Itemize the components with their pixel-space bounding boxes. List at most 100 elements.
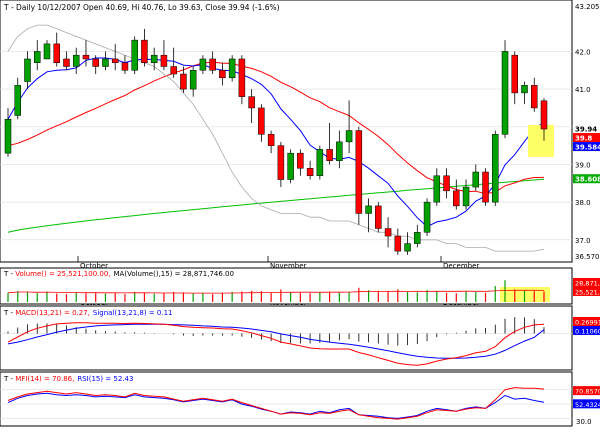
candle-body xyxy=(531,85,538,109)
candle-body xyxy=(24,58,31,82)
price-axis-label: 39.0 xyxy=(575,161,591,169)
price-axis-label: 38.0 xyxy=(575,199,591,207)
mfi-lines xyxy=(7,387,545,420)
price-panel-frame xyxy=(0,0,573,263)
price-tag-bg xyxy=(573,142,600,152)
macd-header-signal: Signal(13,21,8) = 0.11 xyxy=(93,309,173,317)
price-tag-text: 39.5842 xyxy=(575,144,600,152)
volume-panel: T - Volume() = 25,521,100.00, MA(Volume()… xyxy=(0,267,600,305)
month-label: December xyxy=(443,262,479,270)
candle-body xyxy=(189,70,197,90)
candle-body xyxy=(92,58,99,67)
volume-tag-text: 28,871,7 xyxy=(575,280,600,288)
candle-body xyxy=(43,43,51,60)
candle-body xyxy=(53,43,60,63)
mfi-header-rsi: RSI(15) = 52.43 xyxy=(77,375,133,383)
volume-tags: 28,871,725,521,1 xyxy=(573,278,600,297)
macd-line xyxy=(7,322,545,366)
candle-body xyxy=(160,54,168,67)
price-axis-label: 42.0 xyxy=(575,48,591,56)
mfi-tag-text: 70.8570 xyxy=(575,388,600,396)
candle-body xyxy=(121,62,129,71)
price-axis-label: 37.0 xyxy=(575,237,591,245)
macd-tag-bg xyxy=(573,317,600,326)
month-label: October xyxy=(80,262,108,270)
candle-body xyxy=(258,107,265,135)
macd-tag-bg xyxy=(573,326,600,335)
mfi-tag-text: 52.4324 xyxy=(575,401,600,409)
candle-body xyxy=(365,205,372,214)
price-header: T - Daily 10/12/2007 Open 40.69, Hi 40.7… xyxy=(3,3,280,12)
price-tag-text: 39.94 xyxy=(575,126,597,134)
volume-header-volume: Volume() = 25,521,100.00, xyxy=(15,270,110,278)
candle-body xyxy=(355,130,363,214)
candle-body xyxy=(102,58,109,67)
macd-lines xyxy=(7,322,545,366)
price-tag-text: 38.6085 xyxy=(575,176,600,184)
macd-header: T - MACD(13,21) = 0.27, Signal(13,21,8) =… xyxy=(3,309,172,317)
mfi-tag-bg xyxy=(573,399,600,409)
ma-fast-line xyxy=(7,57,545,228)
candle-body xyxy=(287,152,294,180)
macd-tag: 0.269917 xyxy=(573,317,600,327)
candle-body xyxy=(82,54,90,60)
macd-panel-frame xyxy=(0,305,573,371)
macd-histogram xyxy=(7,317,545,346)
candles xyxy=(4,28,548,255)
candle-body xyxy=(501,51,509,135)
mfi-grid xyxy=(0,389,572,419)
candle-body xyxy=(131,39,138,71)
mfi-tags: 70.8570 52.4324 xyxy=(573,386,600,409)
macd-tag: 0.110604 xyxy=(573,326,600,336)
candle-body xyxy=(414,232,421,244)
candle-body xyxy=(209,58,216,71)
candle-body xyxy=(141,39,148,63)
candle-body xyxy=(72,54,80,67)
candle-body xyxy=(228,58,236,79)
volume-tag: 25,521,1 xyxy=(573,287,600,297)
volume-tag-bg xyxy=(573,287,600,296)
candle-body xyxy=(384,228,392,237)
candle-body xyxy=(492,134,499,203)
candle-body xyxy=(14,85,21,116)
price-value-tag: 39.94 xyxy=(573,124,600,134)
candle-body xyxy=(4,119,12,154)
candle-body xyxy=(540,100,548,130)
candle-body xyxy=(219,70,226,79)
candle-body xyxy=(345,130,353,143)
candle-body xyxy=(150,54,158,63)
candle-body xyxy=(433,175,441,203)
macd-header-prefix: T - xyxy=(3,309,15,317)
macd-panel: T - MACD(13,21) = 0.27, Signal(13,21,8) =… xyxy=(0,305,600,371)
price-panel: T - Daily 10/12/2007 Open 40.69, Hi 40.7… xyxy=(0,0,600,263)
candle-body xyxy=(111,58,119,63)
mfi-header-prefix: T - xyxy=(3,375,15,383)
candle-body xyxy=(238,58,246,97)
candle-body xyxy=(248,96,255,109)
price-axis-label: 41.0 xyxy=(575,86,591,94)
price-value-tag: 39.8 xyxy=(573,133,600,143)
mfi-tag: 70.8570 xyxy=(573,386,600,396)
volume-header-ma: MA(Volume(),15) = 28,871,746.00 xyxy=(114,270,234,278)
highlight-box xyxy=(528,124,554,157)
macd-tag-text: 0.110604 xyxy=(575,328,600,336)
volume-bars xyxy=(7,280,545,302)
candle-body xyxy=(511,54,519,94)
candle-body xyxy=(453,190,460,207)
candle-body xyxy=(267,134,275,146)
price-axis-label: 36.5708 xyxy=(575,253,600,261)
candle-body xyxy=(423,201,431,233)
price-value-tag: 38.6085 xyxy=(573,174,600,184)
candle-body xyxy=(404,243,411,252)
candle-body xyxy=(472,171,480,188)
macd-tag-text: 0.269917 xyxy=(575,319,600,327)
candle-body xyxy=(375,205,382,229)
price-tag-bg xyxy=(573,133,600,143)
volume-tag: 28,871,7 xyxy=(573,278,600,288)
volume-tag-bg xyxy=(573,278,600,287)
macd-tags: 0.2699170.110604 xyxy=(573,317,600,336)
mfi-panel: T - MFI(14) = 70.86, RSI(15) = 52.43 70.8… xyxy=(0,371,600,427)
